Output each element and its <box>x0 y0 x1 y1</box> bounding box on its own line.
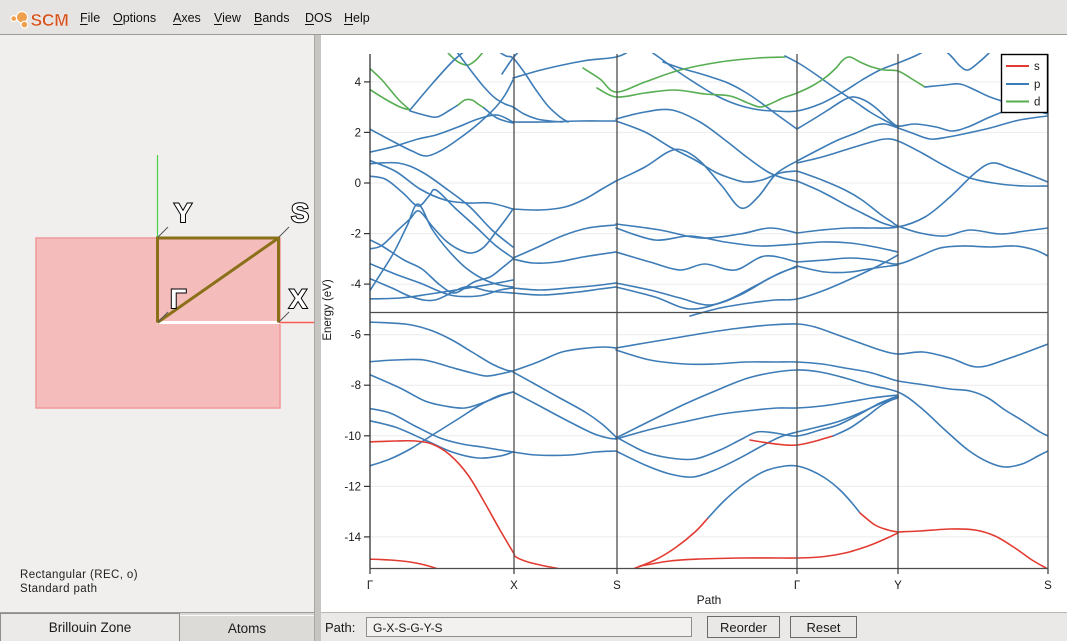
svg-text:4: 4 <box>355 77 362 89</box>
svg-text:Y: Y <box>174 198 192 228</box>
svg-text:-6: -6 <box>351 330 361 342</box>
svg-text:-2: -2 <box>351 229 361 241</box>
svg-text:Energy (eV): Energy (eV) <box>322 279 334 341</box>
svg-text:d: d <box>1034 97 1040 109</box>
svg-text:Γ: Γ <box>367 580 374 592</box>
svg-text:-10: -10 <box>344 431 361 443</box>
svg-text:2: 2 <box>355 127 361 139</box>
svg-text:Path: Path <box>697 593 722 607</box>
svg-text:X: X <box>289 284 307 314</box>
svg-text:s: s <box>1034 61 1040 73</box>
svg-text:S: S <box>1044 580 1052 592</box>
svg-text:0: 0 <box>355 178 361 190</box>
svg-text:-4: -4 <box>351 279 362 291</box>
svg-text:p: p <box>1034 79 1040 91</box>
svg-text:Standard path: Standard path <box>20 583 97 595</box>
svg-text:SCM: SCM <box>31 10 69 30</box>
svg-text:Rectangular (REC, o): Rectangular (REC, o) <box>20 569 138 581</box>
svg-text:S: S <box>291 198 309 228</box>
svg-text:-12: -12 <box>344 481 361 493</box>
svg-text:S: S <box>613 580 621 592</box>
svg-text:X: X <box>510 580 518 592</box>
svg-text:-8: -8 <box>351 380 361 392</box>
svg-text:Γ: Γ <box>794 580 801 592</box>
svg-text:Γ: Γ <box>170 284 186 314</box>
svg-text:-14: -14 <box>344 532 361 544</box>
svg-text:Y: Y <box>894 580 902 592</box>
